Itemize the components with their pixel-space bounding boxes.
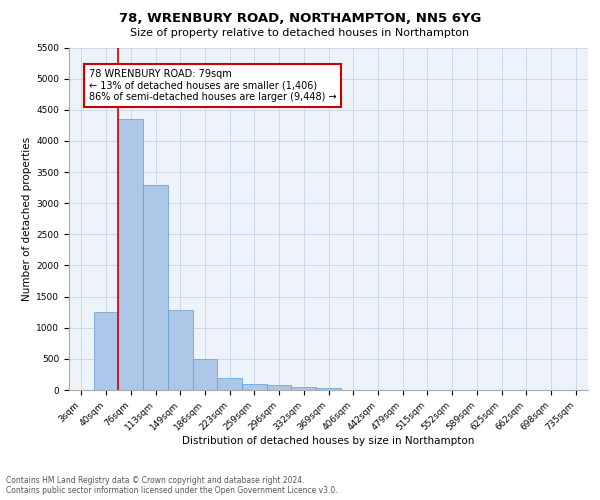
Bar xyxy=(316,388,341,390)
Bar xyxy=(168,310,193,390)
Text: 78, WRENBURY ROAD, NORTHAMPTON, NN5 6YG: 78, WRENBURY ROAD, NORTHAMPTON, NN5 6YG xyxy=(119,12,481,26)
Bar xyxy=(94,312,118,390)
Bar xyxy=(267,386,292,390)
Bar xyxy=(217,378,242,390)
Y-axis label: Number of detached properties: Number of detached properties xyxy=(22,136,32,301)
Bar xyxy=(193,360,217,390)
Bar xyxy=(143,184,168,390)
Bar xyxy=(292,386,316,390)
Text: Contains HM Land Registry data © Crown copyright and database right 2024.
Contai: Contains HM Land Registry data © Crown c… xyxy=(6,476,338,495)
X-axis label: Distribution of detached houses by size in Northampton: Distribution of detached houses by size … xyxy=(182,436,475,446)
Bar xyxy=(242,384,267,390)
Text: 78 WRENBURY ROAD: 79sqm
← 13% of detached houses are smaller (1,406)
86% of semi: 78 WRENBURY ROAD: 79sqm ← 13% of detache… xyxy=(89,70,337,102)
Text: Size of property relative to detached houses in Northampton: Size of property relative to detached ho… xyxy=(130,28,470,38)
Bar xyxy=(118,119,143,390)
